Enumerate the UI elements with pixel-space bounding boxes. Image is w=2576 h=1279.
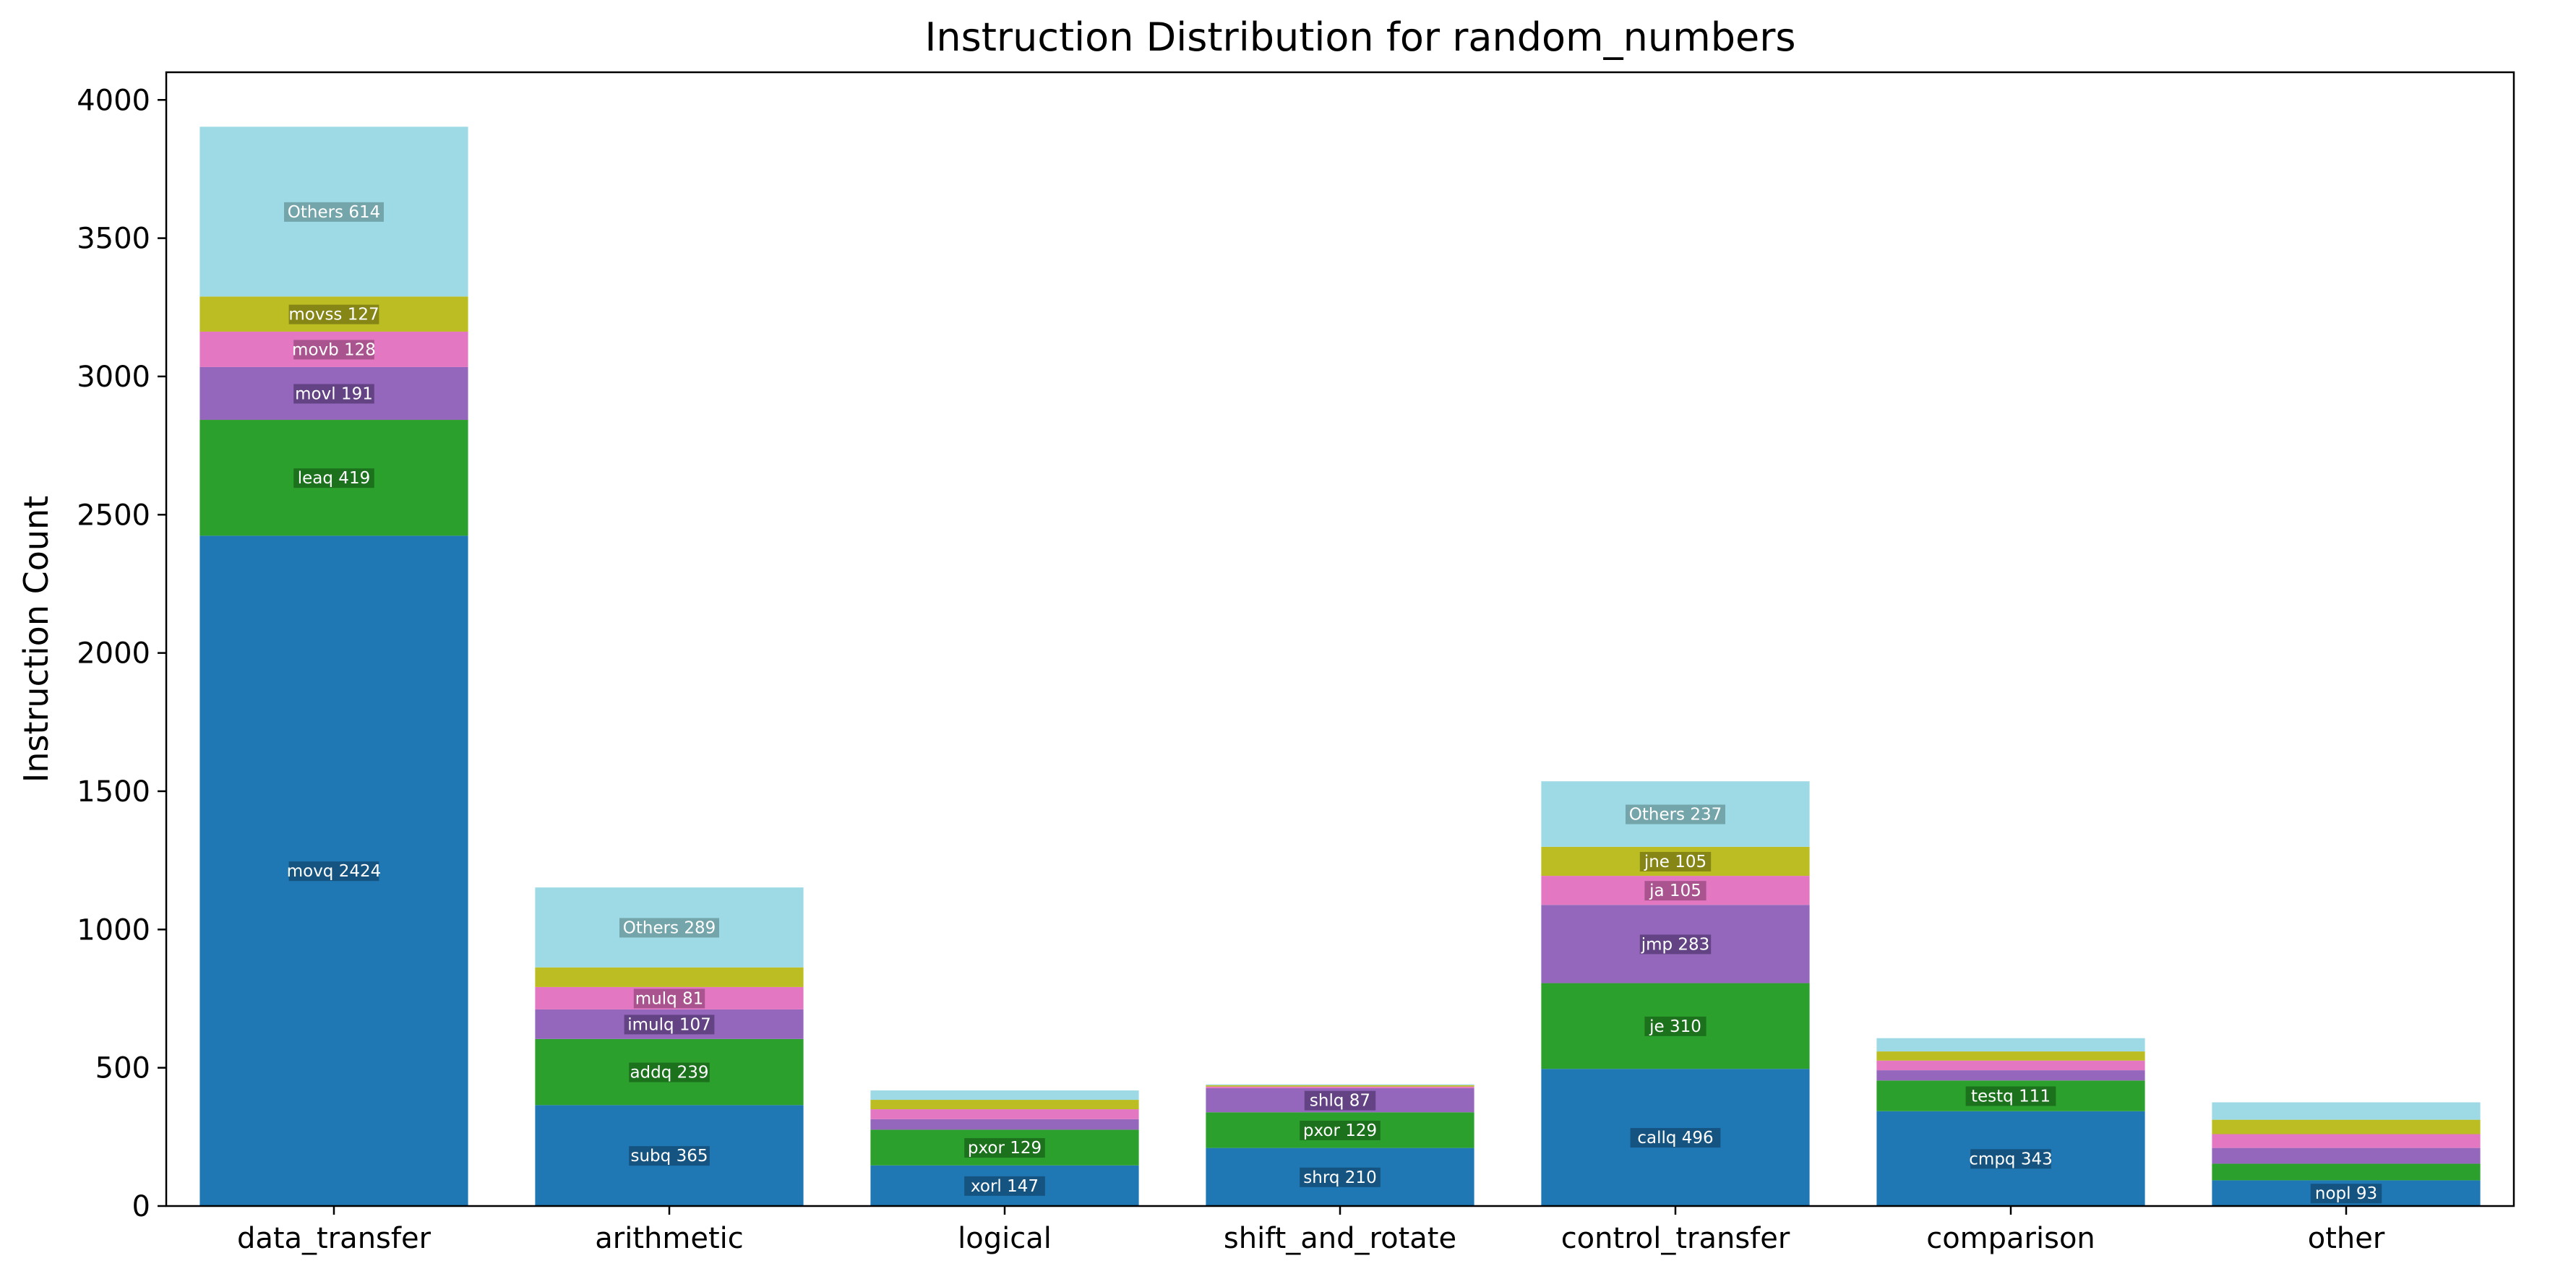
bar-segment-logical-2 <box>870 1119 1139 1130</box>
segment-label-background <box>1304 1090 1376 1111</box>
segment-label-background <box>288 304 379 324</box>
segment-label: pxor 129 <box>1303 1121 1377 1140</box>
bars-group <box>199 126 2481 1206</box>
segment-label: cmpq 343 <box>1969 1150 2052 1168</box>
segment-label-background <box>1970 1149 2051 1169</box>
segment-label-background <box>288 861 379 882</box>
bar-segment-other-5 <box>2212 1102 2481 1120</box>
y-tick-label: 0 <box>132 1190 150 1223</box>
y-tick-label: 3500 <box>77 223 150 256</box>
bar-segment-other-2 <box>2212 1147 2481 1164</box>
segment-label-background <box>1300 1120 1381 1140</box>
y-tick-label: 1500 <box>77 775 150 809</box>
bar-segment-logical-3 <box>870 1109 1139 1119</box>
plot-frame <box>165 71 2515 1207</box>
x-tick-label: control_transfer <box>1561 1222 1790 1255</box>
bar-segment-other-1 <box>2212 1163 2481 1181</box>
y-tick-label: 3000 <box>77 361 150 394</box>
segment-label: xorl 147 <box>971 1177 1039 1196</box>
x-axis-ticks: data_transfer arithmetic logical shift_and_… <box>237 1206 2385 1255</box>
x-tick-label: shift_and_rotate <box>1224 1222 1456 1255</box>
segment-label: imulq 107 <box>627 1015 711 1034</box>
segment-label-background <box>2310 1184 2382 1204</box>
segment-label: movq 2424 <box>287 862 382 881</box>
x-tick-label: comparison <box>1926 1222 2095 1255</box>
segment-label: Others 614 <box>288 203 381 222</box>
bar-segment-other-3 <box>2212 1134 2481 1148</box>
bar-segment-comparison-4 <box>1876 1051 2145 1061</box>
segment-labels-group: movq 2424 leaq 419 movl 191 movb 128 movss 1… <box>284 202 2382 1204</box>
segment-label: leaq 419 <box>298 469 370 488</box>
segment-label: nopl 93 <box>2315 1184 2377 1203</box>
segment-label: jne 105 <box>1644 853 1706 871</box>
x-tick-label: logical <box>958 1222 1052 1255</box>
y-tick-label: 500 <box>95 1052 150 1085</box>
bar-segment-arithmetic-4 <box>535 967 804 987</box>
bar-segment-comparison-2 <box>1876 1070 2145 1081</box>
segment-label: mulq 81 <box>635 989 704 1008</box>
segment-label: shrq 210 <box>1303 1168 1376 1187</box>
segment-label-background <box>624 1015 715 1035</box>
segment-label-background <box>1644 881 1706 901</box>
segment-label-background <box>629 1062 710 1082</box>
y-axis-label: Instruction Count <box>17 496 56 783</box>
segment-label-background <box>1626 804 1725 824</box>
bar-segment-shift_and_rotate-3 <box>1206 1086 1474 1088</box>
segment-label-background <box>293 384 374 404</box>
y-tick-label: 1000 <box>77 913 150 947</box>
x-tick-label: data_transfer <box>237 1222 432 1255</box>
segment-label-background <box>1639 851 1712 871</box>
segment-label: movb 128 <box>292 340 376 359</box>
segment-label-background <box>1300 1167 1381 1187</box>
segment-label-background <box>964 1138 1045 1158</box>
bar-segment-other-4 <box>2212 1119 2481 1134</box>
segment-label-background <box>293 340 374 360</box>
segment-label: callq 496 <box>1637 1129 1713 1147</box>
y-tick-label: 2000 <box>77 637 150 671</box>
segment-label-background <box>1639 934 1712 955</box>
segment-label: ja 105 <box>1649 882 1701 900</box>
segment-label: movl 191 <box>295 384 373 403</box>
x-tick-label: arithmetic <box>595 1222 743 1255</box>
segment-label: shlq 87 <box>1310 1092 1370 1111</box>
bar-segment-logical-4 <box>870 1100 1139 1110</box>
y-axis-ticks: 0 500 1000 1500 2000 2500 3000 3500 4000 <box>77 84 166 1223</box>
segment-label: addq 239 <box>630 1064 708 1082</box>
segment-label-background <box>1644 1016 1706 1036</box>
segment-label-background <box>629 1146 710 1166</box>
segment-label: testq 111 <box>1971 1088 2051 1106</box>
segment-label: subq 365 <box>631 1147 708 1166</box>
bar-segment-logical-5 <box>870 1090 1139 1101</box>
segment-label: Others 237 <box>1629 806 1722 824</box>
bar-segment-comparison-3 <box>1876 1060 2145 1071</box>
segment-label-background <box>964 1176 1045 1196</box>
bar-segment-shift_and_rotate-4 <box>1206 1085 1474 1087</box>
segment-label: jmp 283 <box>1641 935 1710 954</box>
y-tick-label: 4000 <box>77 84 150 117</box>
segment-label-background <box>1965 1086 2056 1106</box>
y-tick-label: 2500 <box>77 499 150 532</box>
x-tick-label: other <box>2308 1222 2385 1255</box>
segment-label-background <box>293 468 374 488</box>
segment-label-background <box>619 918 719 938</box>
segment-label-background <box>284 202 384 222</box>
chart-title: Instruction Distribution for random_numb… <box>924 14 1795 60</box>
segment-label: je 310 <box>1649 1017 1701 1036</box>
segment-label: pxor 129 <box>968 1139 1042 1158</box>
segment-label-background <box>1630 1128 1721 1148</box>
bar-segment-comparison-5 <box>1876 1038 2145 1052</box>
segment-label: movss 127 <box>288 306 379 324</box>
segment-label-background <box>633 989 705 1009</box>
segment-label: Others 289 <box>623 918 716 937</box>
